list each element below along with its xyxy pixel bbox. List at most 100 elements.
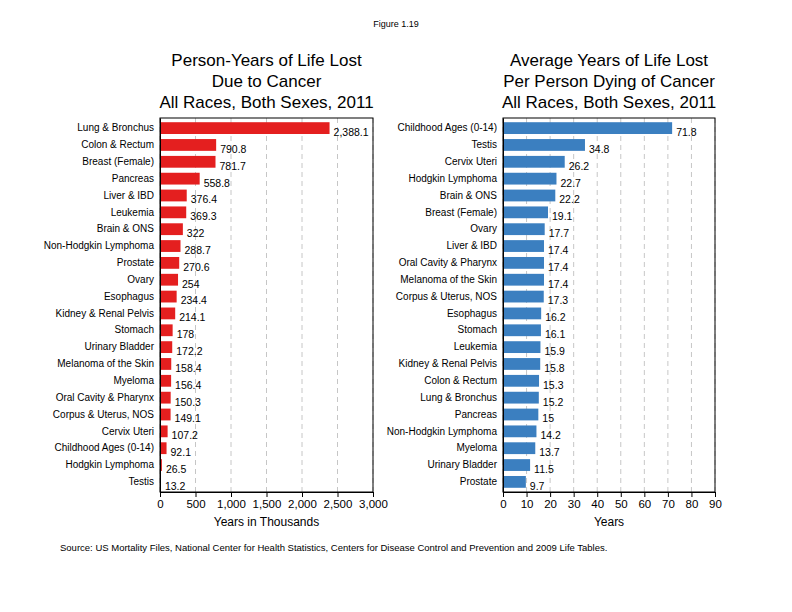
- y-tick-label: Melanoma of the Skin: [57, 358, 154, 369]
- y-tick-label: Testis: [471, 139, 497, 150]
- grid-line: [302, 118, 303, 492]
- grid-line: [644, 118, 645, 492]
- data-label: 15.3: [543, 379, 564, 391]
- bar: [160, 392, 171, 404]
- x-tick: 50: [615, 492, 628, 510]
- x-tick-mark: [597, 492, 598, 497]
- bar: [160, 358, 171, 370]
- data-label: 369.3: [190, 210, 216, 222]
- y-tick-label: Non-Hodgkin Lymphoma: [387, 426, 498, 437]
- x-tick: 60: [638, 492, 651, 510]
- y-tick: Esophagus: [447, 308, 503, 319]
- y-tick: Prostate: [460, 476, 503, 487]
- y-tick: Colon & Rectum: [81, 139, 160, 150]
- x-axis: 05001,0001,5002,0002,5003,000: [157, 492, 388, 510]
- y-tick: Brain & ONS: [97, 223, 160, 234]
- bar: [503, 409, 538, 421]
- y-tick: Colon & Rectum: [424, 375, 503, 386]
- y-tick: Hodgkin Lymphoma: [408, 173, 503, 184]
- y-tick-label: Stomach: [115, 324, 154, 335]
- y-tick: Childhood Ages (0-14): [397, 122, 503, 133]
- x-tick-label: 3,000: [359, 498, 388, 510]
- grid-line: [597, 118, 598, 492]
- y-tick: Liver & IBD: [446, 240, 503, 251]
- data-label: 19.1: [552, 210, 573, 222]
- data-label: 234.4: [181, 294, 207, 306]
- bar: [503, 291, 544, 303]
- y-axis: Lung & BronchusColon & RectumBreast (Fem…: [44, 119, 161, 493]
- data-label: 17.4: [548, 278, 569, 290]
- y-axis-line: [160, 119, 161, 493]
- bar: [160, 425, 168, 437]
- y-tick-label: Pancreas: [455, 409, 497, 420]
- data-label: 158.4: [175, 362, 201, 374]
- y-tick: Melanoma of the Skin: [400, 274, 503, 285]
- x-tick-mark: [715, 492, 716, 497]
- y-tick-label: Non-Hodgkin Lymphoma: [44, 240, 155, 251]
- x-tick-mark: [527, 492, 528, 497]
- y-tick-label: Ovary: [127, 274, 154, 285]
- bar: [503, 223, 545, 235]
- bar: [160, 190, 187, 202]
- bar: [503, 122, 672, 134]
- x-tick-label: 1,000: [217, 498, 246, 510]
- y-tick: Brain & ONS: [440, 190, 503, 201]
- chart-panel: Average Years of Life LostPer Person Dyi…: [387, 51, 722, 529]
- y-tick: Melanoma of the Skin: [57, 358, 160, 369]
- y-tick: Urinary Bladder: [85, 341, 160, 352]
- y-tick-label: Myeloma: [456, 442, 497, 453]
- bar: [503, 257, 544, 269]
- plot-frame: [160, 118, 373, 492]
- bar: [160, 274, 178, 286]
- x-tick-mark: [160, 492, 161, 497]
- y-tick: Lung & Bronchus: [77, 122, 160, 133]
- x-tick: 90: [709, 492, 722, 510]
- data-label: 14.2: [540, 429, 561, 441]
- x-tick-mark: [621, 492, 622, 497]
- x-tick-label: 70: [662, 498, 675, 510]
- chart-title: Person-Years of Life LostDue to CancerAl…: [159, 51, 373, 112]
- bar: [503, 274, 544, 286]
- data-label: 92.1: [171, 446, 192, 458]
- x-tick: 1,000: [217, 492, 246, 510]
- data-label: 71.8: [676, 126, 697, 138]
- x-tick-label: 0: [500, 498, 506, 510]
- x-tick-mark: [503, 492, 504, 497]
- x-axis-title: Years: [594, 515, 624, 529]
- data-label: 2,388.1: [334, 126, 369, 138]
- x-tick-label: 2,000: [288, 498, 317, 510]
- bar: [160, 257, 179, 269]
- x-tick: 1,500: [253, 492, 282, 510]
- data-label: 17.4: [548, 244, 569, 256]
- grid-line: [337, 118, 338, 492]
- data-label: 150.3: [175, 396, 201, 408]
- y-tick: Ovary: [127, 274, 160, 285]
- y-tick: Childhood Ages (0-14): [54, 442, 160, 453]
- y-tick-label: Hodgkin Lymphoma: [408, 173, 497, 184]
- x-tick-mark: [196, 492, 197, 497]
- grid-line: [620, 118, 621, 492]
- y-tick: Ovary: [470, 223, 503, 234]
- y-tick-label: Corpus & Uterus, NOS: [53, 409, 154, 420]
- y-tick: Oral Cavity & Pharynx: [56, 392, 160, 403]
- data-label: 178: [177, 328, 195, 340]
- y-tick: Non-Hodgkin Lymphoma: [387, 426, 503, 437]
- bar: [503, 358, 540, 370]
- bar: [503, 324, 541, 336]
- y-tick: Esophagus: [104, 291, 160, 302]
- y-tick-label: Cervix Uteri: [445, 156, 497, 167]
- x-axis-title: Years in Thousands: [214, 515, 319, 529]
- x-tick-label: 10: [521, 498, 534, 510]
- y-tick: Myeloma: [456, 442, 503, 453]
- x-tick-mark: [267, 492, 268, 497]
- data-label: 172.2: [176, 345, 202, 357]
- data-label: 781.7: [220, 160, 246, 172]
- data-label: 11.5: [534, 463, 554, 475]
- x-axis-line: [504, 493, 716, 498]
- y-tick-label: Leukemia: [454, 341, 498, 352]
- x-tick-mark: [231, 492, 232, 497]
- data-label: 156.4: [175, 379, 201, 391]
- x-tick: 2,000: [288, 492, 317, 510]
- y-tick: Prostate: [117, 257, 160, 268]
- x-tick: 40: [591, 492, 604, 510]
